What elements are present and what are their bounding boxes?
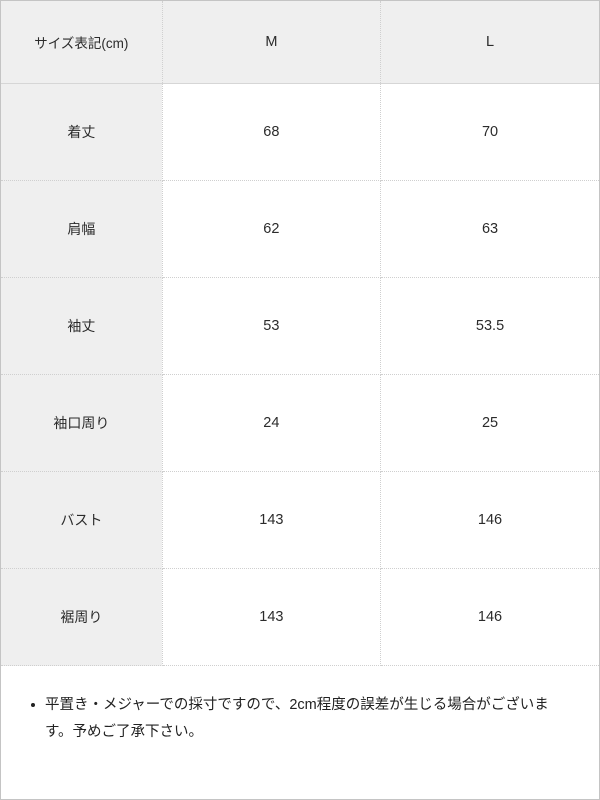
cell-shoulder-m: 62 [162,180,382,278]
list-item: 平置き・メジャーでの採寸ですので、2cm程度の誤差が生じる場合がございます。予め… [29,692,565,746]
row-label-shoulder: 肩幅 [1,180,163,278]
cell-sleeve-length-m: 53 [162,277,382,375]
column-header-size-l: L [380,1,599,84]
table-row: バスト 143 146 [1,471,599,569]
row-label-hem-circumference: 裾周り [1,568,163,666]
cell-hem-m: 143 [162,568,382,666]
cell-cuff-m: 24 [162,374,382,472]
cell-length-l: 70 [380,83,599,181]
table-header-row: サイズ表記(cm) M L [1,1,599,84]
size-table: サイズ表記(cm) M L 着丈 68 70 肩幅 62 63 袖丈 53 53… [1,1,599,666]
cell-bust-m: 143 [162,471,382,569]
row-label-sleeve-length: 袖丈 [1,277,163,375]
size-table-body: 着丈 68 70 肩幅 62 63 袖丈 53 53.5 袖口周り 24 25 … [1,83,599,666]
table-row: 袖丈 53 53.5 [1,277,599,375]
table-row: 着丈 68 70 [1,83,599,181]
note-list: 平置き・メジャーでの採寸ですので、2cm程度の誤差が生じる場合がございます。予め… [29,692,571,746]
row-label-length: 着丈 [1,83,163,181]
cell-bust-l: 146 [380,471,599,569]
column-header-size-m: M [162,1,382,84]
column-header-measurement: サイズ表記(cm) [1,1,163,84]
table-row: 袖口周り 24 25 [1,374,599,472]
row-label-bust: バスト [1,471,163,569]
bullet-dot-icon [31,703,35,707]
cell-length-m: 68 [162,83,382,181]
cell-sleeve-length-l: 53.5 [380,277,599,375]
row-label-cuff-circumference: 袖口周り [1,374,163,472]
size-table-head: サイズ表記(cm) M L [1,1,599,84]
measurement-note-area: 平置き・メジャーでの採寸ですので、2cm程度の誤差が生じる場合がございます。予め… [1,666,599,799]
cell-cuff-l: 25 [380,374,599,472]
table-row: 裾周り 143 146 [1,568,599,666]
table-row: 肩幅 62 63 [1,180,599,278]
cell-hem-l: 146 [380,568,599,666]
note-text: 平置き・メジャーでの採寸ですので、2cm程度の誤差が生じる場合がございます。予め… [45,697,549,740]
cell-shoulder-l: 63 [380,180,599,278]
